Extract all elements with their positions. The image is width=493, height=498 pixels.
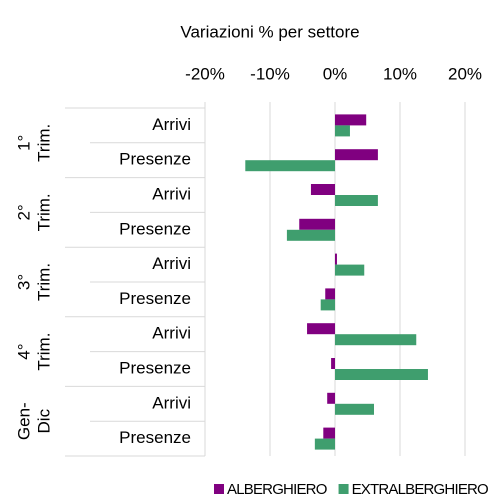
y-tick-label: Arrivi [152, 184, 191, 203]
bar [335, 253, 337, 265]
y-tick-label: Arrivi [152, 115, 191, 134]
legend-swatch [338, 484, 349, 494]
bar [335, 125, 350, 137]
bar [286, 229, 335, 241]
y-tick-label: Presenze [119, 289, 191, 308]
bar [320, 299, 335, 311]
y-tick-label: Presenze [119, 219, 191, 238]
bar [307, 323, 335, 335]
bar [331, 358, 335, 369]
bar [245, 160, 335, 172]
group-label-line: Trim. [34, 333, 53, 371]
x-tick-label: -10% [250, 64, 290, 83]
group-label: Gen- Dic [14, 402, 53, 440]
group-label-line: 1° [14, 135, 33, 151]
group-label-line: Trim. [34, 193, 53, 231]
group-label: 1° Trim. [14, 124, 53, 162]
bar [325, 288, 335, 300]
bar [335, 114, 367, 126]
legend-label: EXTRALBERGHIERO [352, 481, 488, 498]
y-tick-label: Presenze [119, 358, 191, 377]
group-label-line: Gen- [14, 402, 33, 440]
y-tick-label: Presenze [119, 428, 191, 447]
bar [323, 427, 335, 439]
x-tick-label: 10% [383, 64, 417, 83]
bar [335, 369, 428, 380]
bar [335, 334, 417, 346]
group-label-line: 2° [14, 204, 33, 220]
group-label-line: 4° [14, 343, 33, 359]
group-label: 4° Trim. [14, 333, 53, 371]
bar [327, 392, 335, 404]
bar [299, 218, 335, 230]
y-tick-label: Arrivi [152, 324, 191, 343]
x-tick-label: 20% [448, 64, 482, 83]
bar [335, 403, 374, 415]
chart-title: Variazioni % per settore [180, 22, 359, 41]
legend-swatch [214, 484, 224, 494]
bar [314, 438, 335, 450]
y-tick-label: Arrivi [152, 254, 191, 273]
bar [310, 184, 335, 195]
x-tick-label: 0% [323, 64, 348, 83]
x-tick-label: -20% [185, 64, 225, 83]
group-label-line: Dic [34, 408, 53, 433]
group-label-line: Trim. [34, 263, 53, 301]
group-label-line: 3° [14, 274, 33, 290]
bar [335, 149, 378, 161]
y-tick-label: Presenze [119, 150, 191, 169]
y-tick-label: Arrivi [152, 393, 191, 412]
legend-label: ALBERGHIERO [227, 481, 327, 498]
bar [335, 264, 365, 276]
group-label-line: Trim. [34, 124, 53, 162]
bar [335, 195, 378, 206]
group-label: 2° Trim. [14, 193, 53, 231]
group-label: 3° Trim. [14, 263, 53, 301]
